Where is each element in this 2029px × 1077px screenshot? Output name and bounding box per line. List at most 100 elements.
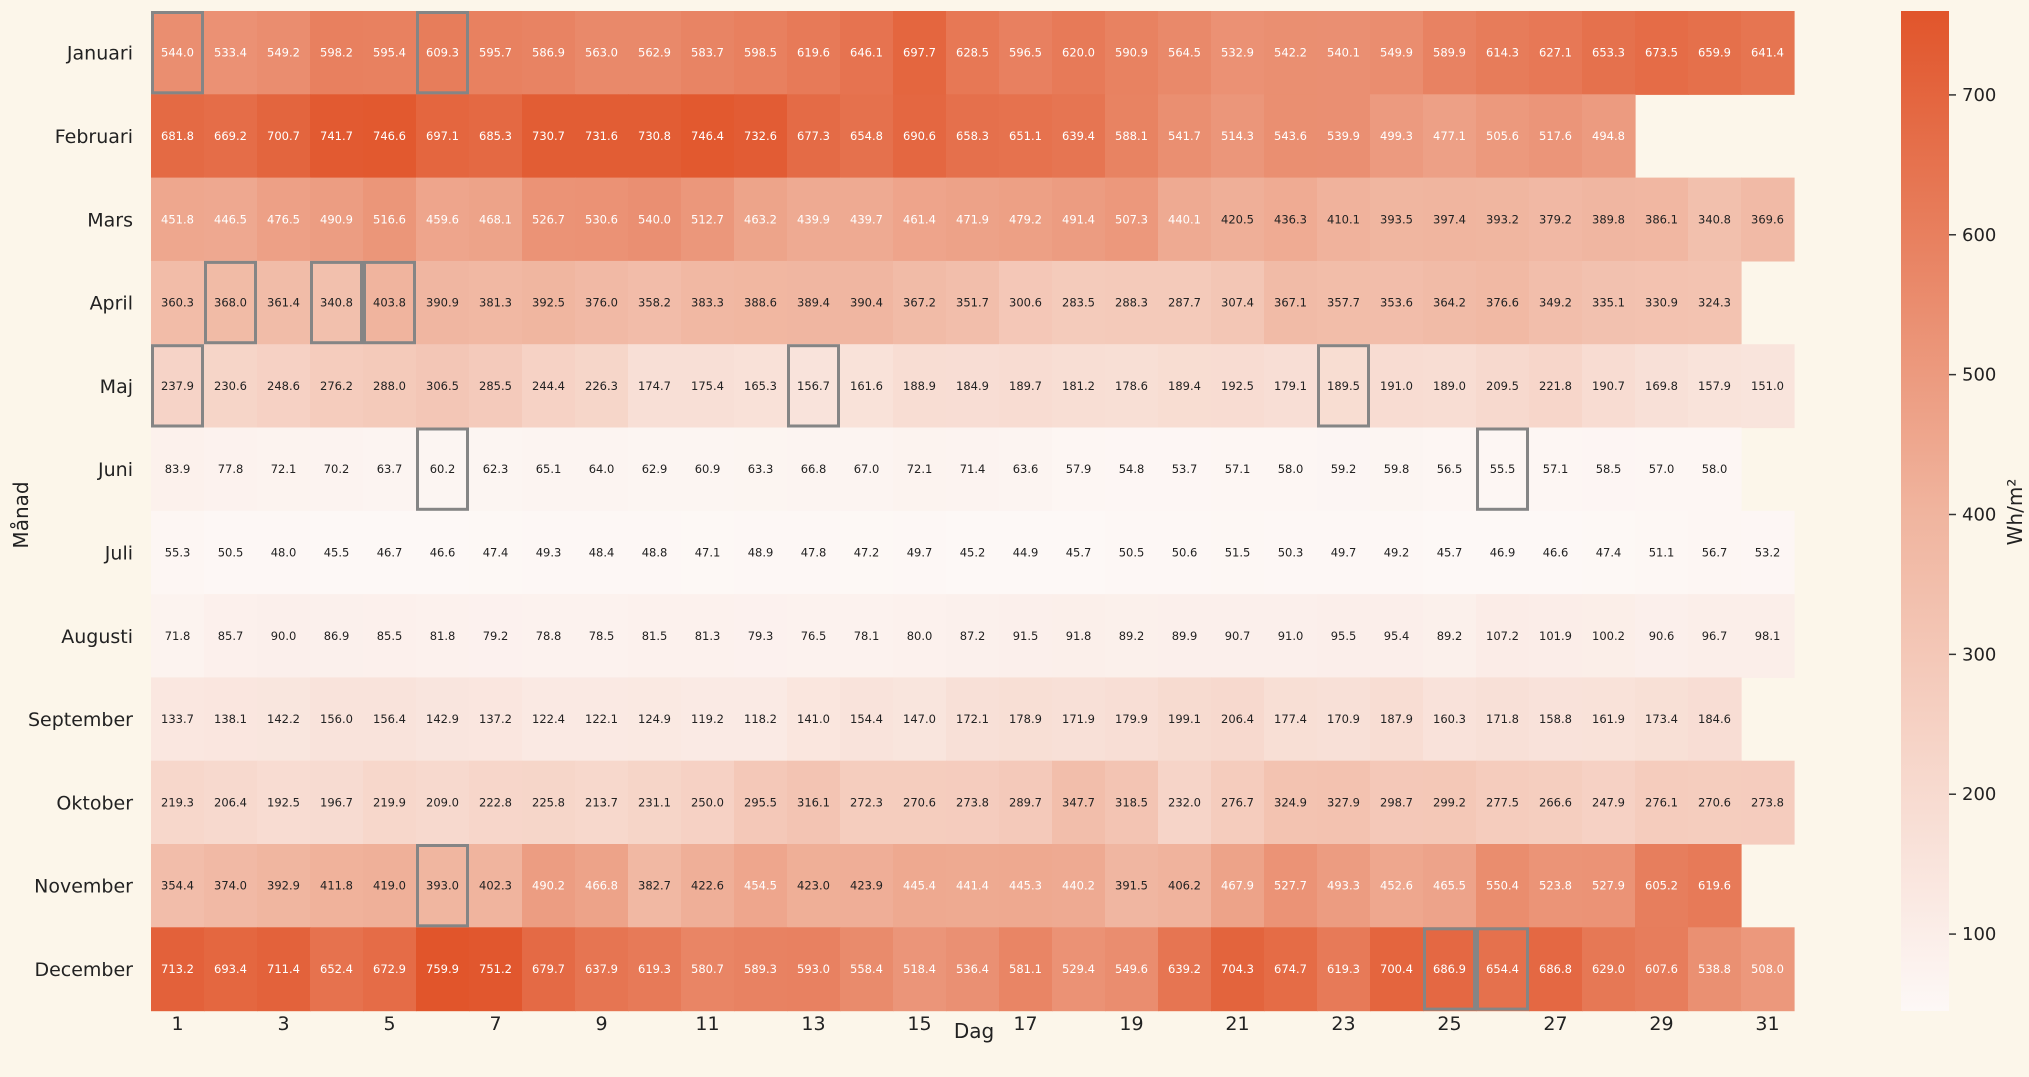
cell-value-label: 276.2 — [320, 379, 353, 393]
heatmap-cell — [1211, 11, 1265, 95]
heatmap-cell — [1264, 427, 1318, 512]
cell-value-label: 358.2 — [638, 296, 671, 310]
heatmap-cell — [893, 927, 947, 1012]
cell-value-label: 90.7 — [1225, 629, 1251, 643]
highlight-box — [1423, 927, 1476, 1011]
heatmap-cell — [469, 260, 523, 345]
cell-value-label: 550.4 — [1486, 879, 1519, 893]
heatmap-cell — [310, 94, 364, 179]
heatmap-cell — [999, 177, 1053, 262]
heatmap-cell — [151, 594, 205, 678]
cell-value-label: 71.4 — [960, 462, 986, 476]
cell-value-label: 507.3 — [1115, 212, 1148, 226]
heatmap-cell — [1741, 177, 1795, 262]
heatmap-cell — [1052, 344, 1106, 429]
heatmap-cell — [1317, 927, 1371, 1012]
cell-value-label: 299.2 — [1433, 795, 1466, 809]
heatmap-cell — [363, 11, 417, 95]
heatmap-cell — [469, 594, 523, 678]
heatmap-cell — [522, 510, 576, 595]
heatmap-cells: 544.0 533.4 549.2 598.2 595.4 609.3 595.7 586.9… — [151, 11, 1795, 1012]
cell-value-label: 539.9 — [1327, 129, 1360, 143]
cell-value-label: 381.3 — [479, 296, 512, 310]
cell-value-label: 90.6 — [1649, 629, 1675, 643]
cell-value-label: 49.7 — [1331, 545, 1357, 559]
cell-value-label: 349.2 — [1539, 296, 1572, 310]
cell-value-label: 360.3 — [161, 296, 194, 310]
cell-value-label: 637.9 — [585, 962, 618, 976]
heatmap-cell — [204, 177, 258, 262]
month-label: Februari — [55, 126, 133, 148]
cell-value-label: 316.1 — [797, 795, 830, 809]
heatmap-cell — [469, 677, 523, 762]
cell-value-label: 232.0 — [1168, 795, 1201, 809]
cell-value-label: 549.6 — [1115, 962, 1148, 976]
heatmap-cell — [1582, 344, 1636, 429]
cell-value-label: 391.5 — [1115, 879, 1148, 893]
cell-value-label: 463.2 — [744, 212, 777, 226]
cell-value-label: 156.0 — [320, 712, 353, 726]
cell-value-label: 386.1 — [1645, 212, 1678, 226]
cell-value-label: 72.1 — [907, 462, 933, 476]
heatmap-cell — [840, 844, 894, 928]
heatmap-cell — [1476, 427, 1530, 512]
cell-value-label: 91.5 — [1013, 629, 1039, 643]
cell-value-label: 63.3 — [748, 462, 774, 476]
heatmap-cell — [1688, 760, 1742, 845]
heatmap-cell — [787, 427, 841, 512]
heatmap-cell — [1582, 927, 1636, 1012]
cell-value-label: 50.6 — [1172, 545, 1198, 559]
heatmap-cell — [310, 927, 364, 1012]
cell-value-label: 751.2 — [479, 962, 512, 976]
heatmap-cell — [151, 677, 205, 762]
heatmap-cell — [1211, 677, 1265, 762]
cell-value-label: 78.1 — [854, 629, 880, 643]
heatmap-cell — [204, 11, 258, 95]
heatmap-cell — [946, 344, 1000, 429]
heatmap-cell — [575, 11, 629, 95]
heatmap-cell — [469, 927, 523, 1012]
heatmap-cell — [310, 344, 364, 429]
heatmap-cell — [1741, 760, 1795, 845]
heatmap-cell — [734, 260, 788, 345]
heatmap-cell — [416, 260, 470, 345]
heatmap-cell — [1476, 94, 1530, 179]
cell-value-label: 172.1 — [956, 712, 989, 726]
heatmap-cell — [1211, 760, 1265, 845]
cell-value-label: 171.9 — [1062, 712, 1095, 726]
heatmap-cell — [1688, 510, 1742, 595]
heatmap-cell — [575, 177, 629, 262]
cell-value-label: 173.4 — [1645, 712, 1678, 726]
cell-value-label: 562.9 — [638, 46, 671, 60]
cell-value-label: 677.3 — [797, 129, 830, 143]
heatmap-cell — [204, 260, 258, 345]
heatmap-cell — [1688, 677, 1742, 762]
heatmap-cell — [363, 177, 417, 262]
heatmap-cell — [469, 344, 523, 429]
cell-value-label: 368.0 — [214, 296, 247, 310]
heatmap-cell — [681, 594, 735, 678]
cell-value-label: 55.3 — [165, 545, 191, 559]
month-label: April — [90, 293, 133, 315]
heatmap-cell — [946, 94, 1000, 179]
heatmap-cell — [787, 760, 841, 845]
heatmap-cell — [734, 594, 788, 678]
heatmap-cell — [734, 844, 788, 928]
cell-value-label: 47.1 — [695, 545, 721, 559]
heatmap-cell — [522, 11, 576, 95]
heatmap-cell — [1688, 177, 1742, 262]
heatmap-cell — [1529, 510, 1583, 595]
cell-value-label: 184.9 — [956, 379, 989, 393]
heatmap-cell — [1582, 844, 1636, 928]
heatmap-cell — [1529, 260, 1583, 345]
heatmap-cell — [1370, 760, 1424, 845]
heatmap-cell — [1476, 927, 1530, 1012]
cell-value-label: 452.6 — [1380, 879, 1413, 893]
cell-value-label: 423.9 — [850, 879, 883, 893]
heatmap-cell — [469, 844, 523, 928]
heatmap-cell — [257, 760, 311, 845]
cell-value-label: 619.6 — [1698, 879, 1731, 893]
heatmap-cell — [1370, 11, 1424, 95]
heatmap-cell — [999, 760, 1053, 845]
